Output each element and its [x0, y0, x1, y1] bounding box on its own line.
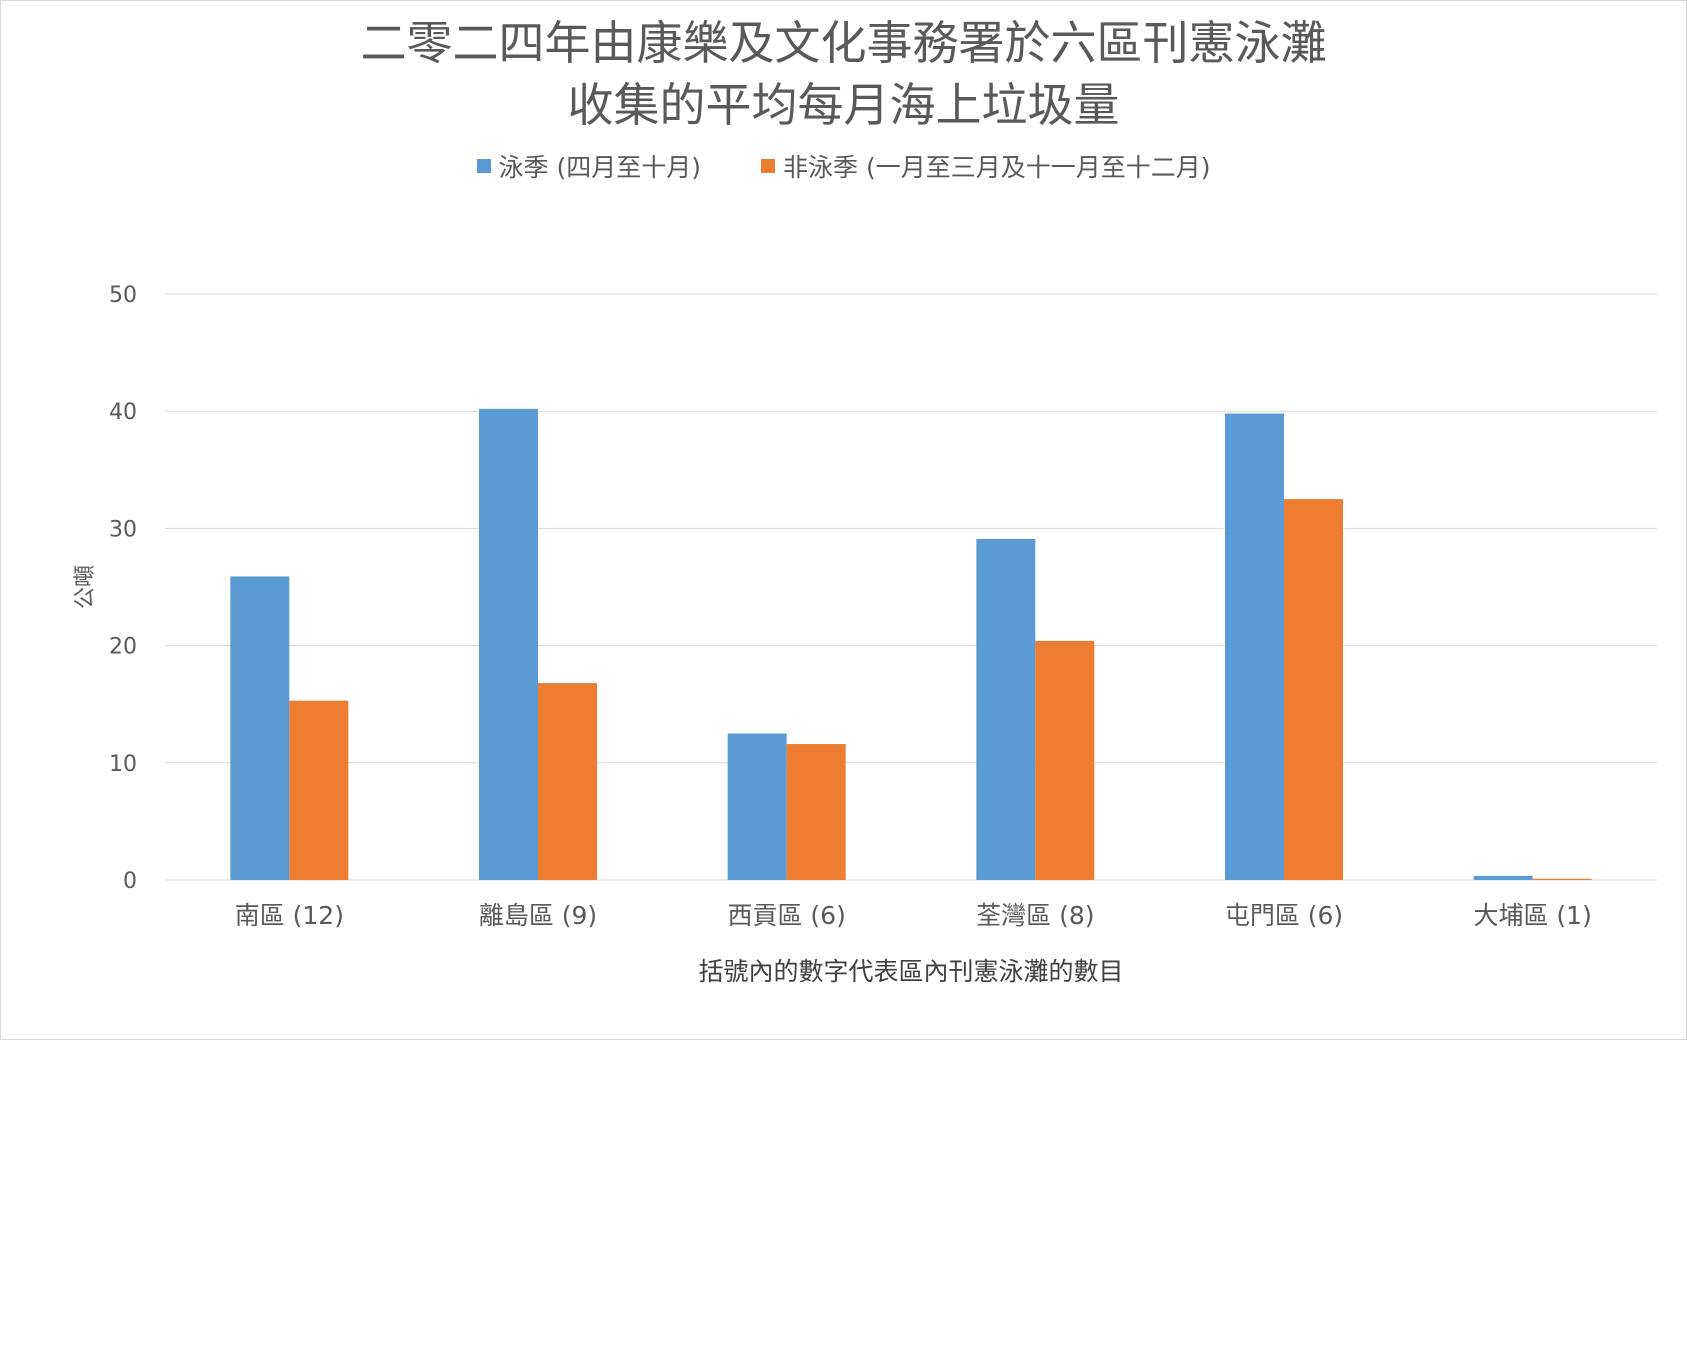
- bar-chart-plot: 0 10 20 30 40 50 南區 (12) 離島區 (9) 西貢區 (6) 荃灣區 (8) 屯…: [73, 283, 1657, 986]
- x-category-label-2: 西貢區 (6): [727, 901, 845, 930]
- x-category-label-0: 南區 (12): [235, 901, 344, 930]
- y-tick-label-0: 0: [123, 869, 137, 894]
- chart-legend: 泳季 (四月至十月) 非泳季 (一月至三月及十一月至十二月): [0, 148, 1687, 184]
- bar-non-swimming-season-3: [1035, 640, 1095, 880]
- bar-swimming-season-3: [976, 538, 1036, 880]
- legend-label-swimming-season: 泳季 (四月至十月): [498, 153, 701, 182]
- y-axis-title: 公噸: [73, 565, 98, 609]
- y-tick-label-40: 40: [109, 400, 137, 425]
- chart-title-line-1: 二零二四年由康樂及文化事務署於六區刊憲泳灘: [360, 16, 1327, 70]
- legend-item-swimming-season: 泳季 (四月至十月): [476, 148, 701, 184]
- x-category-label-1: 離島區 (9): [479, 901, 597, 930]
- x-category-label-5: 大埔區 (1): [1473, 901, 1591, 930]
- bar-non-swimming-season-5: [1532, 878, 1592, 880]
- bar-swimming-season-4: [1225, 413, 1284, 880]
- bar-swimming-season-1: [479, 408, 538, 880]
- legend-swatch-swimming-season: [476, 159, 491, 173]
- y-tick-label-30: 30: [109, 517, 137, 542]
- legend-item-non-swimming-season: 非泳季 (一月至三月及十一月至十二月): [761, 148, 1210, 184]
- x-axis-title: 括號內的數字代表區內刊憲泳灘的數目: [698, 957, 1123, 986]
- bar-swimming-season-5: [1473, 875, 1533, 880]
- bar-non-swimming-season-4: [1284, 499, 1343, 880]
- bar-non-swimming-season-0: [289, 700, 349, 880]
- x-category-label-4: 屯門區 (6): [1225, 901, 1343, 930]
- bar-non-swimming-season-1: [538, 683, 597, 880]
- bar-swimming-season-2: [727, 733, 787, 880]
- y-tick-label-10: 10: [109, 752, 137, 777]
- y-tick-label-20: 20: [109, 635, 137, 660]
- chart-title-line-2: 收集的平均每月海上垃圾量: [567, 78, 1120, 132]
- x-category-label-3: 荃灣區 (8): [976, 901, 1094, 930]
- legend-swatch-non-swimming-season: [761, 159, 775, 173]
- y-tick-label-50: 50: [109, 283, 137, 308]
- legend-label-non-swimming-season: 非泳季 (一月至三月及十一月至十二月): [783, 153, 1211, 182]
- bar-swimming-season-0: [230, 576, 290, 880]
- bar-non-swimming-season-2: [786, 744, 846, 880]
